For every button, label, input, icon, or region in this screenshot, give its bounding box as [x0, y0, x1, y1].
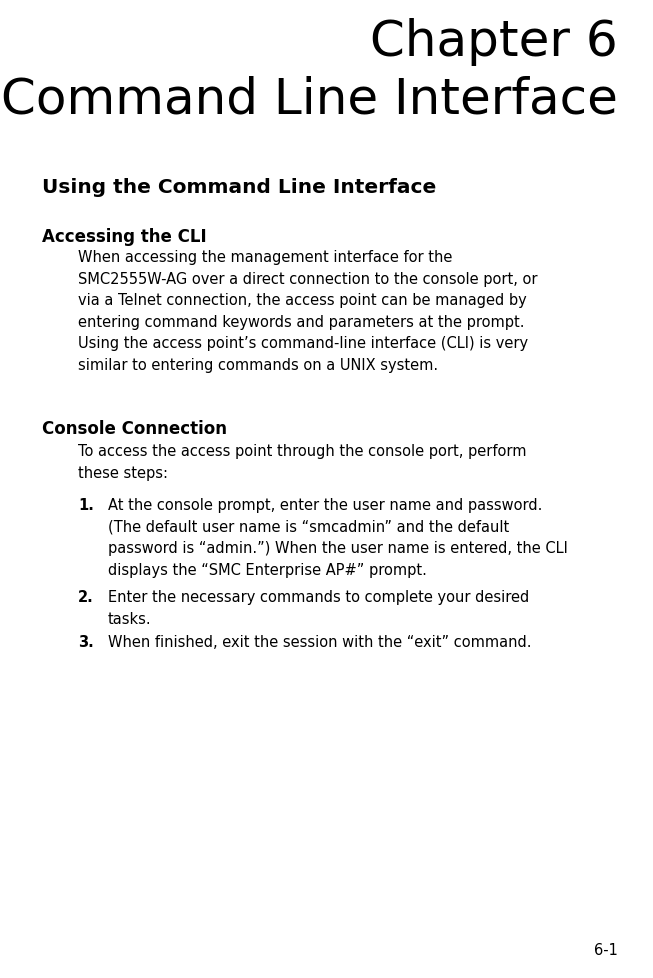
Text: Chapter 6: Chapter 6 — [370, 18, 618, 66]
Text: Using the Command Line Interface: Using the Command Line Interface — [42, 178, 436, 197]
Text: To access the access point through the console port, perform
these steps:: To access the access point through the c… — [78, 444, 526, 480]
Text: 3.: 3. — [78, 635, 94, 649]
Text: 6-1: 6-1 — [594, 942, 618, 957]
Text: Command Line Interface: Command Line Interface — [1, 75, 618, 123]
Text: Console Connection: Console Connection — [42, 420, 227, 437]
Text: Accessing the CLI: Accessing the CLI — [42, 228, 206, 245]
Text: When finished, exit the session with the “exit” command.: When finished, exit the session with the… — [108, 635, 532, 649]
Text: 1.: 1. — [78, 498, 94, 512]
Text: At the console prompt, enter the user name and password.
(The default user name : At the console prompt, enter the user na… — [108, 498, 568, 577]
Text: Enter the necessary commands to complete your desired
tasks.: Enter the necessary commands to complete… — [108, 590, 529, 626]
Text: 2.: 2. — [78, 590, 94, 604]
Text: When accessing the management interface for the
SMC2555W-AG over a direct connec: When accessing the management interface … — [78, 249, 537, 373]
